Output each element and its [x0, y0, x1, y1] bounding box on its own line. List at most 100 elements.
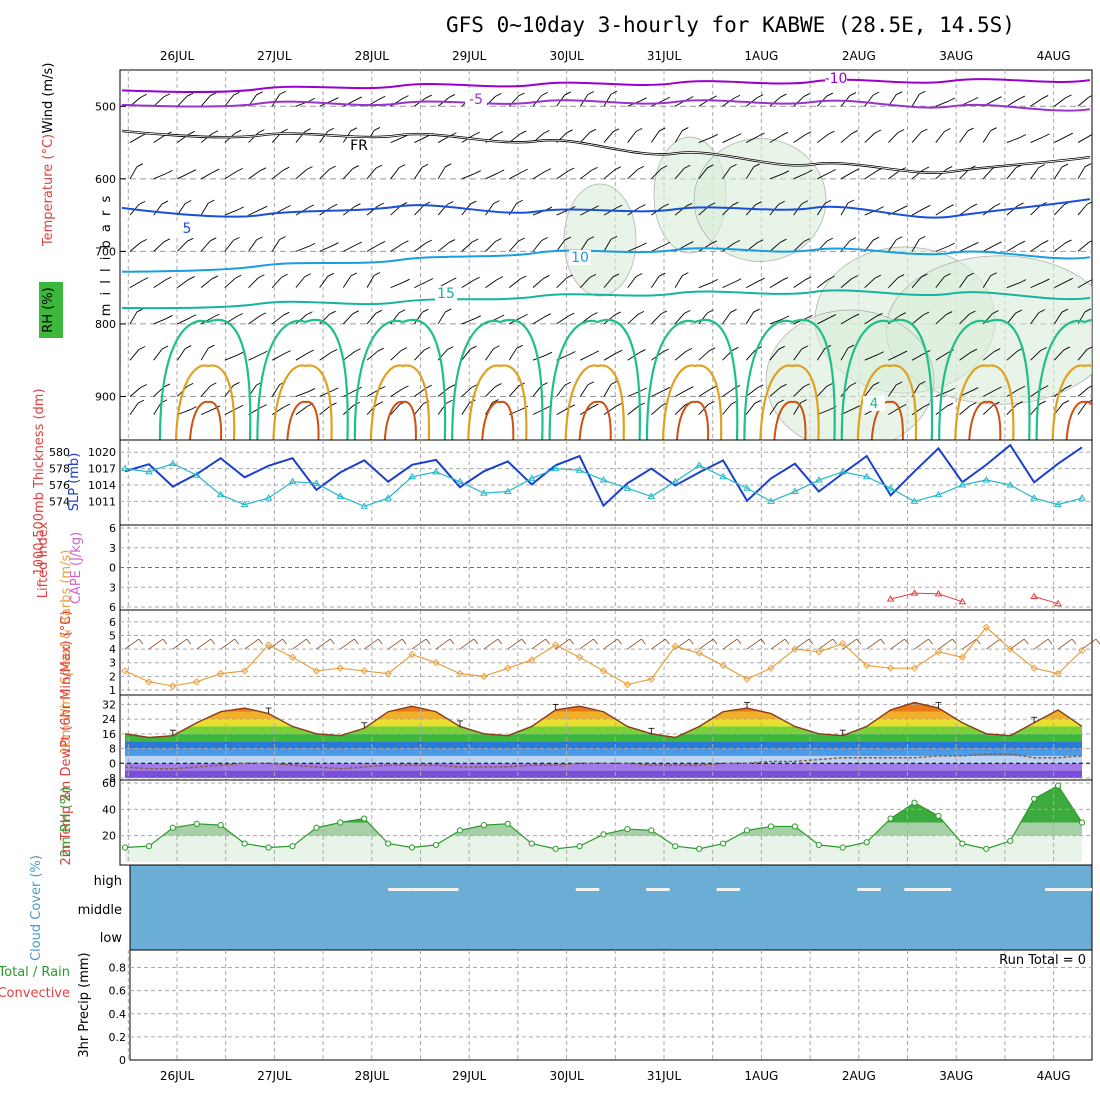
wind10m-point	[432, 659, 440, 667]
wind-barb	[603, 131, 614, 143]
temp2m-color-band	[125, 741, 1082, 749]
wind-barb-feather	[733, 94, 741, 99]
wind-barb	[248, 277, 259, 288]
wind-barb	[1077, 96, 1090, 107]
thickness-point	[599, 476, 608, 483]
wind-barb-feather	[806, 314, 813, 319]
wind-barb-feather	[350, 127, 358, 132]
wind10m-point	[504, 664, 512, 672]
temperature-contour-20	[158, 318, 252, 440]
wind-barb-feather	[921, 128, 928, 133]
wind-barb	[722, 242, 735, 252]
cloud-clear-gap	[904, 888, 928, 891]
chart-title: GFS 0~10day 3-hourly for KABWE (28.5E, 1…	[446, 13, 1015, 37]
top-date-label: 27JUL	[257, 49, 292, 63]
rh2m-point	[504, 820, 511, 827]
temperature-contour-20	[1035, 319, 1092, 440]
wind-barb-feather	[614, 166, 621, 171]
wind-barb	[817, 172, 830, 180]
wind-barb	[508, 348, 518, 361]
wind10m-point	[910, 664, 919, 672]
wind10m-point	[791, 645, 799, 653]
wind-barb	[698, 404, 709, 415]
wind-barb	[1030, 205, 1041, 216]
wind-barb	[580, 170, 592, 180]
wind-barb-feather	[757, 239, 764, 244]
rh2m-tick-label: 20	[102, 830, 116, 843]
wind-barb-feather	[826, 382, 834, 387]
wind-barb	[461, 402, 470, 415]
wind-barb	[129, 242, 142, 252]
wind10m-barb	[698, 638, 714, 650]
wind-barb	[888, 170, 900, 180]
wind-barb	[414, 349, 425, 361]
wind-barb	[248, 132, 259, 143]
wind-barb	[556, 239, 566, 252]
wind-barb-feather	[876, 312, 883, 317]
wind-barb	[532, 240, 543, 252]
temperature-contour-25	[759, 364, 820, 440]
wind-barb-feather	[1084, 308, 1092, 313]
wind-barb	[674, 130, 683, 143]
wind-barb-feather	[995, 96, 1002, 101]
wind-barb-feather	[1019, 279, 1027, 284]
wind-barb	[295, 314, 307, 325]
precip-total-rain-label: Total / Rain	[0, 965, 70, 980]
slp-tick-label: 1014	[88, 479, 116, 492]
wind10m-point	[719, 661, 727, 670]
wind-barb-feather	[1088, 385, 1092, 388]
slp-line	[124, 443, 1083, 508]
wind-barb-feather	[805, 276, 812, 281]
temperature-contour-30	[676, 400, 710, 440]
wind-barb-feather	[398, 309, 406, 314]
bottom-date-label: 29JUL	[452, 1069, 487, 1083]
wind-barb-feather	[592, 205, 599, 210]
wind-barb-feather	[919, 235, 926, 240]
wind-barb	[651, 405, 663, 415]
wind-barb-feather	[994, 203, 1001, 207]
wind-barb	[532, 171, 546, 180]
wind-barb	[959, 275, 968, 288]
wind-barb	[224, 94, 234, 107]
wind-barb-feather	[448, 239, 456, 243]
wind10m-barb	[340, 638, 355, 650]
wind-barb-feather	[896, 91, 903, 96]
contour-label: 4	[870, 396, 879, 412]
wind10m-barb	[962, 638, 977, 650]
wind-barb-feather	[564, 381, 572, 386]
wind-barb	[224, 277, 236, 288]
wind10m-barb-feather	[425, 638, 431, 645]
wind-barb	[1006, 98, 1020, 107]
wind-barb	[271, 353, 285, 361]
wind-barb-feather	[849, 237, 857, 242]
wind10m-barb-feather	[760, 638, 766, 645]
wind10m-barb	[1057, 638, 1073, 650]
wind-barb	[1006, 167, 1017, 180]
wind10m-barb-feather	[473, 638, 479, 645]
rh2m-point	[815, 841, 822, 848]
wind-barb-feather	[780, 383, 787, 388]
wind-barb-feather	[233, 91, 240, 96]
temperature-contour-20	[256, 318, 349, 440]
wind10m-barb	[722, 638, 738, 650]
wind-barb	[982, 130, 992, 143]
rh2m-point	[624, 825, 631, 833]
wind-barb-feather	[947, 204, 954, 209]
wind-barb-feather	[161, 345, 169, 350]
wind-barb-feather	[948, 97, 955, 102]
wind-barb	[745, 387, 758, 397]
wind-barb-feather	[687, 241, 694, 245]
wind-barb	[414, 403, 424, 415]
wind-barb	[579, 277, 591, 288]
wind-barb-feather	[521, 168, 528, 173]
wind-barb	[1077, 242, 1090, 252]
wind-barb-feather	[1038, 164, 1046, 168]
temperature-contour	[121, 198, 1091, 219]
wind10m-barb-feather	[545, 638, 551, 645]
wind-barb-feather	[496, 131, 504, 135]
wind-barb	[224, 209, 238, 216]
lifted-index-point	[1030, 592, 1039, 599]
rh2m-point	[600, 831, 607, 838]
wind-barb	[271, 239, 281, 252]
wind-barb	[224, 171, 237, 180]
